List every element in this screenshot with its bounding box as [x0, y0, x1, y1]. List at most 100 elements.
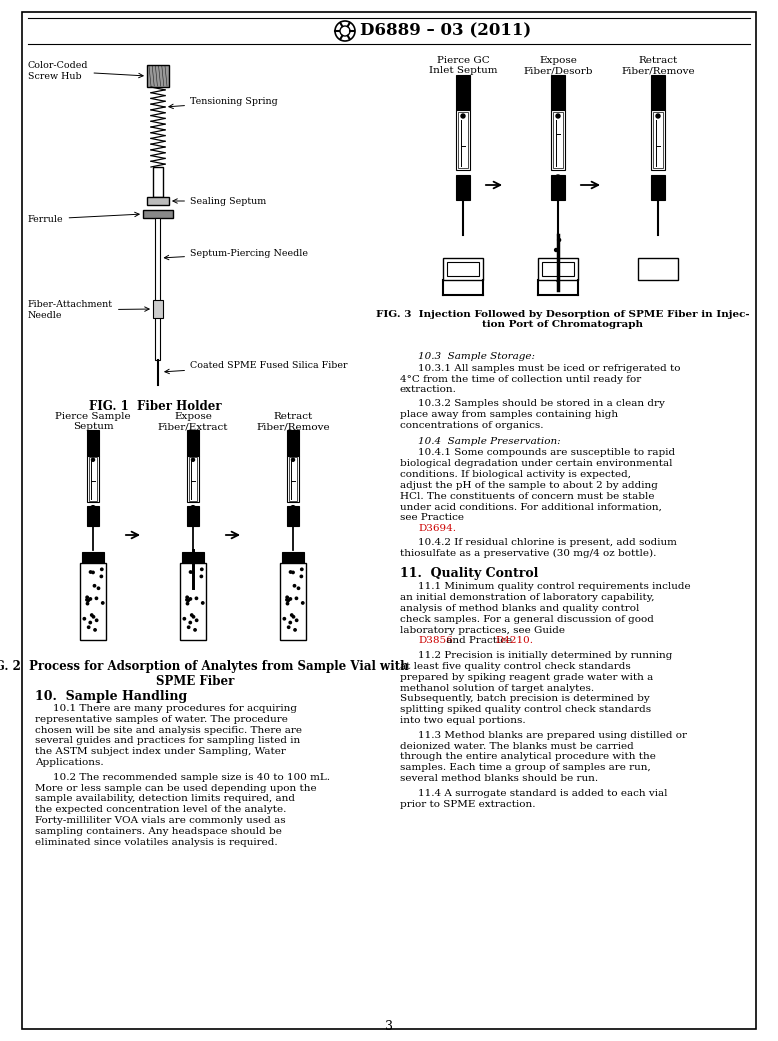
Circle shape [189, 621, 191, 624]
Text: 10.4.2 If residual chlorine is present, add sodium: 10.4.2 If residual chlorine is present, … [418, 538, 677, 547]
Circle shape [289, 570, 292, 574]
Bar [156, 218, 160, 360]
Text: 10.3  Sample Storage:: 10.3 Sample Storage: [418, 352, 535, 361]
Text: place away from samples containing high: place away from samples containing high [400, 410, 619, 418]
Circle shape [187, 626, 190, 629]
Text: adjust the pH of the sample to about 2 by adding: adjust the pH of the sample to about 2 b… [400, 481, 658, 490]
Ellipse shape [89, 506, 96, 516]
Text: check samples. For a general discussion of good: check samples. For a general discussion … [400, 615, 654, 624]
Text: 10.3.1 All samples must be iced or refrigerated to: 10.3.1 All samples must be iced or refri… [418, 363, 681, 373]
Text: splitting spiked quality control check standards: splitting spiked quality control check s… [400, 705, 651, 714]
Circle shape [556, 279, 559, 281]
Circle shape [100, 568, 103, 570]
Text: see Practice: see Practice [400, 513, 464, 523]
Text: deionized water. The blanks must be carried: deionized water. The blanks must be carr… [400, 741, 634, 751]
Text: conditions. If biological activity is expected,: conditions. If biological activity is ex… [400, 469, 631, 479]
Circle shape [96, 619, 98, 621]
Text: chosen will be site and analysis specific. There are: chosen will be site and analysis specifi… [35, 726, 302, 735]
Bar [456, 75, 470, 110]
Circle shape [89, 598, 92, 600]
Circle shape [86, 599, 88, 601]
Bar [87, 430, 99, 456]
Circle shape [189, 598, 191, 600]
Circle shape [558, 269, 560, 272]
Circle shape [289, 598, 292, 600]
Bar [182, 552, 204, 563]
Bar [456, 110, 470, 170]
Bar [147, 65, 169, 87]
Circle shape [195, 619, 198, 621]
Circle shape [292, 572, 294, 574]
Bar [282, 552, 304, 563]
Circle shape [461, 115, 465, 118]
Text: 10.3.2 Samples should be stored in a clean dry: 10.3.2 Samples should be stored in a cle… [418, 399, 665, 408]
Ellipse shape [553, 175, 562, 189]
Text: Septum-Piercing Needle: Septum-Piercing Needle [164, 249, 308, 260]
Circle shape [97, 587, 100, 589]
Text: Pierce GC
Inlet Septum: Pierce GC Inlet Septum [429, 56, 497, 75]
Circle shape [302, 602, 304, 604]
Bar [187, 430, 199, 456]
Text: prior to SPME extraction.: prior to SPME extraction. [400, 799, 535, 809]
Ellipse shape [654, 176, 662, 188]
Bar [458, 112, 468, 168]
Bar [287, 430, 299, 456]
Text: 3: 3 [385, 1020, 393, 1033]
Bar [187, 456, 199, 502]
Text: eliminated since volatiles analysis is required.: eliminated since volatiles analysis is r… [35, 838, 278, 846]
Text: 11.  Quality Control: 11. Quality Control [400, 567, 538, 581]
Text: concentrations of organics.: concentrations of organics. [400, 421, 544, 430]
Text: under acid conditions. For additional information,: under acid conditions. For additional in… [400, 503, 662, 511]
Circle shape [286, 599, 288, 601]
Bar [289, 457, 297, 501]
Circle shape [300, 576, 303, 578]
Text: samples. Each time a group of samples are run,: samples. Each time a group of samples ar… [400, 763, 650, 772]
Text: D3694.: D3694. [418, 524, 456, 533]
Circle shape [183, 617, 185, 620]
Text: sampling containers. Any headspace should be: sampling containers. Any headspace shoul… [35, 827, 282, 836]
Bar [551, 110, 565, 170]
Circle shape [191, 458, 194, 461]
Circle shape [89, 621, 92, 624]
Circle shape [92, 572, 94, 574]
Bar [143, 210, 173, 218]
Circle shape [189, 570, 191, 574]
Circle shape [286, 596, 289, 599]
Text: an initial demonstration of laboratory capability,: an initial demonstration of laboratory c… [400, 593, 654, 602]
Text: into two equal portions.: into two equal portions. [400, 716, 526, 725]
Text: and Practice: and Practice [443, 636, 515, 645]
Circle shape [296, 619, 298, 621]
Text: D6889 – 03 (2011): D6889 – 03 (2011) [360, 23, 531, 40]
Text: the expected concentration level of the analyte.: the expected concentration level of the … [35, 805, 286, 814]
Text: Retract
Fiber/Remove: Retract Fiber/Remove [256, 412, 330, 431]
Bar [180, 563, 205, 640]
Bar [443, 258, 483, 280]
Circle shape [201, 568, 203, 570]
Circle shape [287, 600, 289, 602]
Circle shape [93, 615, 95, 618]
Circle shape [656, 115, 660, 118]
Bar [82, 552, 104, 563]
Circle shape [83, 617, 86, 620]
Bar [638, 258, 678, 280]
Circle shape [293, 615, 295, 618]
Text: 10.  Sample Handling: 10. Sample Handling [35, 690, 187, 703]
Circle shape [558, 238, 561, 242]
Text: 4°C from the time of collection until ready for: 4°C from the time of collection until re… [400, 375, 641, 383]
Text: 11.4 A surrogate standard is added to each vial: 11.4 A surrogate standard is added to ea… [418, 789, 668, 797]
Bar [551, 75, 565, 110]
Bar [87, 456, 99, 502]
Text: Tensioning Spring: Tensioning Spring [169, 98, 278, 108]
Circle shape [557, 258, 560, 261]
Bar [89, 457, 97, 501]
Text: laboratory practices, see Guide: laboratory practices, see Guide [400, 626, 565, 635]
Bar [153, 300, 163, 318]
Text: Expose
Fiber/Extract: Expose Fiber/Extract [158, 412, 228, 431]
Bar [551, 175, 565, 200]
Text: Ferrule: Ferrule [28, 212, 139, 224]
Text: Coated SPME Fused Silica Fiber: Coated SPME Fused Silica Fiber [165, 360, 348, 374]
Bar [187, 506, 199, 526]
Text: Retract
Fiber/Remove: Retract Fiber/Remove [621, 56, 695, 75]
Text: sample availability, detection limits required, and: sample availability, detection limits re… [35, 794, 295, 804]
Circle shape [186, 603, 189, 605]
